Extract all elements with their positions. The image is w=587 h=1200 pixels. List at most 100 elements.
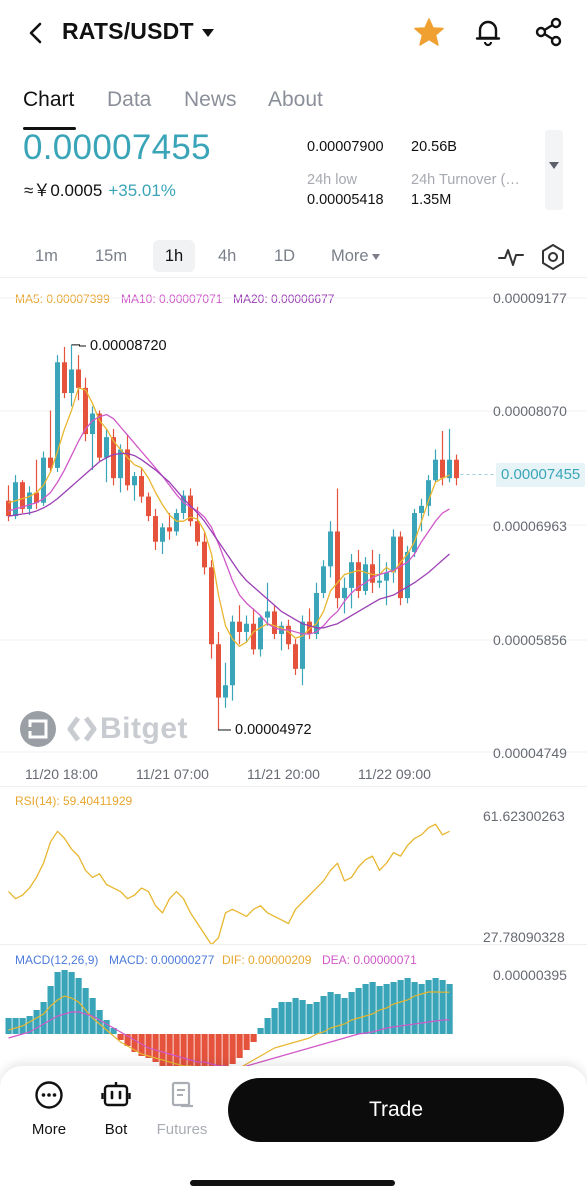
- macd-params-label: MACD(12,26,9): [15, 953, 99, 967]
- macd-histogram-bar: [96, 1010, 103, 1034]
- active-tab-indicator: [23, 127, 76, 130]
- candle-body: [55, 362, 60, 468]
- stat-high-value: 0.00007900: [307, 139, 384, 155]
- y-axis-label: 0.00006963: [493, 518, 567, 534]
- trade-button[interactable]: Trade: [228, 1078, 564, 1142]
- macd-histogram-bar: [411, 982, 418, 1034]
- macd-histogram-bar: [334, 994, 341, 1034]
- candle-body: [125, 449, 130, 486]
- macd-histogram-bar: [61, 970, 68, 1034]
- macd-histogram-bar: [145, 1034, 152, 1058]
- dif-label: DIF: 0.00000209: [222, 953, 312, 967]
- nav-futures[interactable]: Futures: [152, 1080, 212, 1138]
- macd-histogram-bar: [194, 1034, 201, 1066]
- candle-body: [300, 621, 305, 669]
- nav-more[interactable]: More: [19, 1080, 79, 1138]
- candle-body: [69, 369, 74, 394]
- candle-body: [202, 541, 207, 568]
- interval-selector: 1m 15m 1h 4h 1D More: [0, 240, 587, 274]
- kline-chart[interactable]: [0, 276, 587, 1066]
- interval-more[interactable]: More: [323, 240, 388, 272]
- interval-4h[interactable]: 4h: [218, 247, 237, 265]
- rsi-top-label: 61.62300263: [483, 808, 565, 824]
- candle-body: [377, 580, 382, 583]
- interval-1m[interactable]: 1m: [35, 247, 58, 265]
- settings-icon[interactable]: [540, 243, 566, 271]
- candle-body: [104, 437, 109, 458]
- macd-histogram-bar: [40, 1002, 47, 1034]
- share-icon[interactable]: [533, 16, 565, 48]
- stat-low-label: 24h low: [307, 172, 357, 188]
- interval-15m[interactable]: 15m: [95, 247, 128, 265]
- candle-body: [237, 621, 242, 632]
- candle-body: [174, 513, 179, 532]
- macd-histogram-bar: [201, 1034, 208, 1066]
- stat-volume-value: 20.56B: [411, 139, 457, 155]
- candle-body: [440, 459, 445, 479]
- bot-icon: [101, 1082, 131, 1107]
- macd-histogram-bar: [243, 1034, 250, 1050]
- y-axis-label: 0.00004749: [493, 745, 567, 761]
- macd-histogram-bar: [131, 1034, 138, 1052]
- high-marker-line: [71, 344, 86, 347]
- candle-body: [13, 482, 18, 517]
- time-axis-label: 11/22 09:00: [358, 766, 431, 782]
- candle-body: [6, 500, 11, 517]
- high-price-marker: 0.00008720: [90, 338, 167, 354]
- macd-histogram-bar: [285, 1002, 292, 1034]
- divider: [0, 786, 587, 787]
- macd-histogram-bar: [103, 1020, 110, 1034]
- candle-body: [132, 476, 137, 486]
- macd-histogram-bar: [383, 984, 390, 1034]
- macd-histogram-bar: [5, 1018, 12, 1034]
- candle-body: [153, 516, 158, 542]
- fiat-price: ≈￥0.0005: [24, 181, 103, 200]
- candle-body: [251, 623, 256, 650]
- candle-body: [76, 369, 81, 388]
- candle-body: [97, 413, 102, 458]
- home-indicator: [190, 1180, 395, 1186]
- back-icon[interactable]: [22, 18, 50, 48]
- ma10-line: [8, 413, 450, 635]
- rsi-bottom-label: 27.78090328: [483, 929, 565, 945]
- candle-body: [146, 496, 151, 517]
- ma5-line: [8, 387, 450, 647]
- macd-histogram-bar: [208, 1034, 215, 1066]
- macd-histogram-bar: [418, 984, 425, 1034]
- macd-histogram-bar: [166, 1034, 173, 1066]
- star-icon[interactable]: [413, 16, 445, 48]
- macd-histogram-bar: [404, 978, 411, 1034]
- tab-about[interactable]: About: [268, 88, 323, 111]
- last-price: 0.00007455: [23, 128, 211, 167]
- y-axis-label: 0.00005856: [493, 632, 567, 648]
- macd-histogram-bar: [33, 1010, 40, 1034]
- interval-1d[interactable]: 1D: [274, 247, 296, 265]
- candle-body: [83, 387, 88, 435]
- macd-histogram-bar: [110, 1028, 117, 1034]
- divider: [0, 944, 587, 945]
- caret-down-icon[interactable]: [200, 26, 216, 40]
- candle-body: [335, 531, 340, 599]
- indicator-icon[interactable]: [497, 244, 525, 270]
- tab-data[interactable]: Data: [107, 88, 152, 111]
- tab-news[interactable]: News: [184, 88, 237, 111]
- candle-body: [195, 521, 200, 542]
- macd-histogram-bar: [425, 980, 432, 1034]
- stats-expand-button[interactable]: [545, 130, 563, 210]
- candle-body: [293, 644, 298, 669]
- last-price-tag: 0.00007455: [496, 463, 586, 487]
- top-bar: RATS/USDT: [0, 0, 587, 70]
- nav-more-label: More: [31, 1121, 67, 1138]
- tab-chart[interactable]: Chart: [23, 88, 75, 111]
- macd-histogram-bar: [362, 984, 369, 1034]
- candle-body: [426, 480, 431, 506]
- bitget-logo-icon: [20, 711, 97, 747]
- candle-body: [139, 476, 144, 497]
- interval-1h[interactable]: 1h: [153, 240, 195, 272]
- bell-icon[interactable]: [472, 16, 504, 48]
- nav-bot[interactable]: Bot: [86, 1080, 146, 1138]
- rsi-line: [8, 823, 450, 946]
- candle-body: [447, 459, 452, 479]
- candle-body: [160, 527, 165, 542]
- pair-title[interactable]: RATS/USDT: [62, 18, 194, 44]
